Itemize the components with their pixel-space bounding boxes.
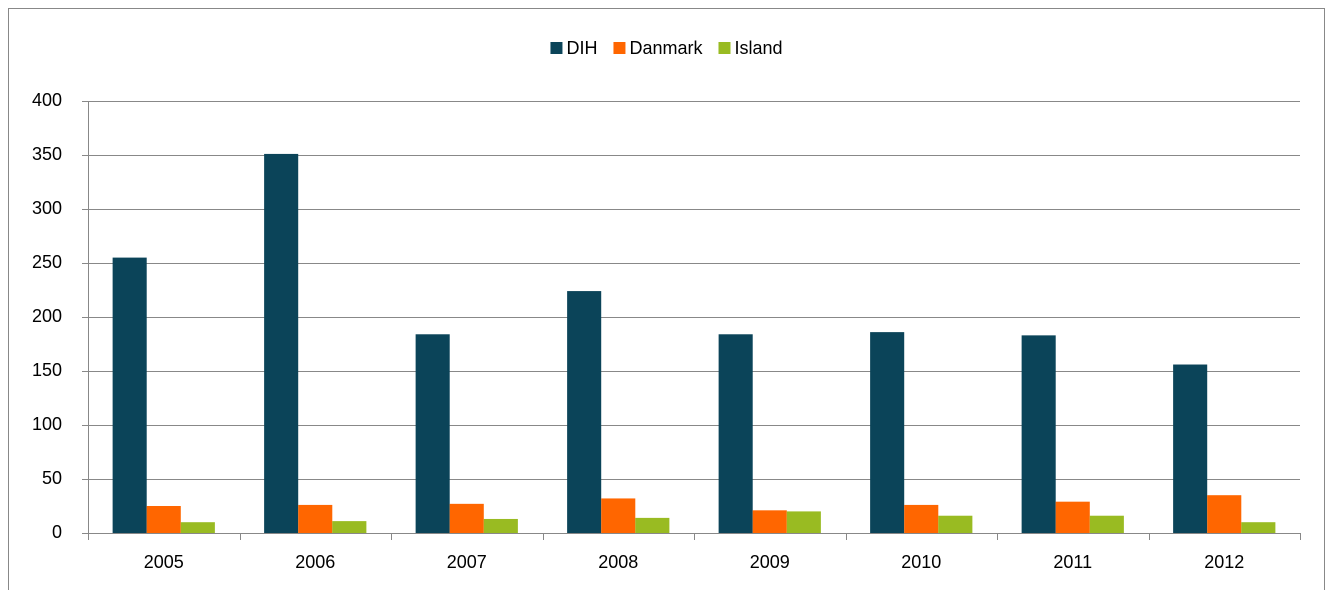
bar: [870, 332, 905, 533]
bar: [298, 504, 333, 533]
y-tick-label: 250: [32, 252, 62, 272]
legend-swatch: [550, 42, 563, 54]
bar: [938, 515, 973, 533]
y-tick-label: 150: [32, 360, 62, 380]
bar: [904, 504, 939, 533]
legend-label: DIH: [566, 38, 597, 58]
bar: [1055, 501, 1090, 533]
bar: [449, 503, 484, 533]
y-tick-label: 400: [32, 90, 62, 110]
y-tick-label: 200: [32, 306, 62, 326]
legend-label: Island: [734, 38, 782, 58]
bar: [1173, 364, 1208, 533]
y-tick-label: 350: [32, 144, 62, 164]
y-tick-label: 50: [42, 468, 62, 488]
bar: [752, 510, 787, 533]
bar: [786, 511, 821, 533]
legend-label: Danmark: [629, 38, 703, 58]
y-tick-label: 300: [32, 198, 62, 218]
bar: [1207, 495, 1242, 533]
bar: [718, 334, 753, 533]
x-tick-label: 2006: [295, 552, 335, 572]
y-tick-label: 0: [52, 522, 62, 542]
x-tick-label: 2007: [447, 552, 487, 572]
x-tick-label: 2009: [750, 552, 790, 572]
x-tick-label: 2011: [1053, 552, 1092, 572]
bar: [601, 498, 636, 533]
bar: [264, 153, 299, 534]
bar: [1021, 335, 1056, 533]
bar: [180, 522, 215, 533]
bar: [112, 257, 147, 533]
x-tick-label: 2012: [1204, 552, 1244, 572]
bar: [635, 517, 670, 533]
y-tick-label: 100: [32, 414, 62, 434]
x-tick-label: 2005: [144, 552, 184, 572]
x-tick-label: 2010: [901, 552, 941, 572]
bar: [567, 291, 602, 533]
bar: [1089, 515, 1124, 533]
bar: [1241, 522, 1276, 533]
chart-frame: [8, 8, 1325, 590]
bar: [483, 518, 518, 533]
legend-swatch: [613, 42, 626, 54]
legend-swatch: [718, 42, 731, 54]
bar: [332, 521, 367, 533]
bar: [415, 334, 450, 533]
x-tick-label: 2008: [598, 552, 638, 572]
bar: [146, 506, 181, 533]
